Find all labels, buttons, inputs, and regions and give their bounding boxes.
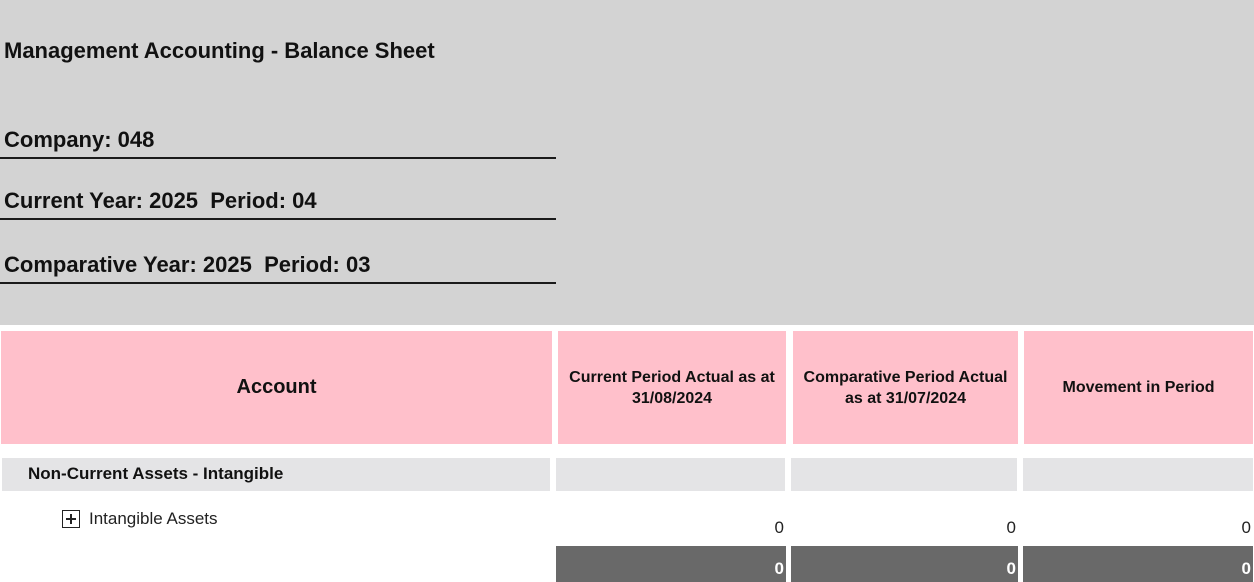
row-value-comparative: 0 [1006,518,1016,537]
total-current: 0 [556,546,786,582]
company-parameter-text: Company: 048 [4,127,155,152]
current-period-parameter: Current Year: 2025 Period: 04 [0,185,556,220]
column-header-comparative-period: Comparative Period Actual as at 31/07/20… [793,331,1018,444]
report-title: Management Accounting - Balance Sheet [4,38,435,63]
section-row-current-cell [556,458,785,491]
row-value-current: 0 [774,518,784,537]
comparative-period-parameter: Comparative Year: 2025 Period: 03 [0,249,556,284]
section-label: Non-Current Assets - Intangible [28,464,284,483]
comparative-period-parameter-text: Comparative Year: 2025 Period: 03 [4,252,371,277]
section-row-comparative-cell [791,458,1017,491]
section-row-movement-cell [1023,458,1253,491]
company-parameter: Company: 048 [0,124,556,159]
column-header-account: Account [1,331,552,444]
column-header-current-period: Current Period Actual as at 31/08/2024 [558,331,786,444]
account-row-intangible-assets[interactable]: Intangible Assets [62,508,218,530]
total-comparative: 0 [791,546,1018,582]
column-header-movement: Movement in Period [1024,331,1253,444]
report-parameters-panel: Management Accounting - Balance Sheet Co… [0,0,1254,325]
section-row-account-cell [2,458,550,491]
expand-plus-icon[interactable] [62,510,80,528]
total-movement: 0 [1023,546,1253,582]
account-row-label: Intangible Assets [89,509,218,528]
current-period-parameter-text: Current Year: 2025 Period: 04 [4,188,317,213]
row-value-movement: 0 [1241,518,1251,537]
